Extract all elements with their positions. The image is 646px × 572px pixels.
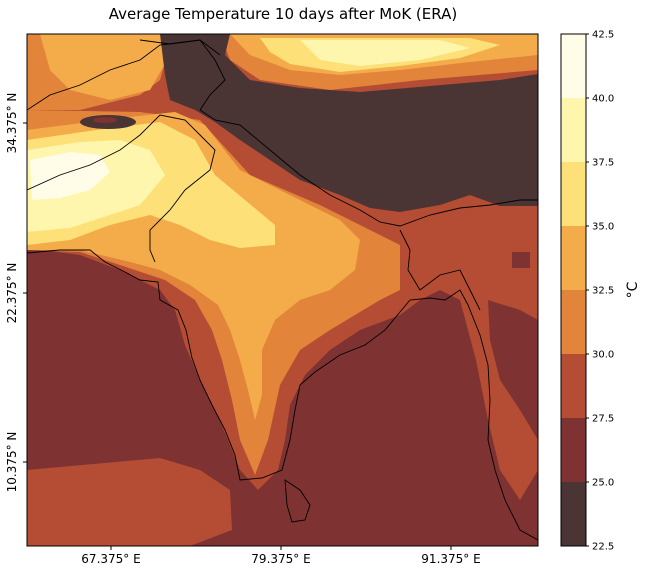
map-frame [26,33,539,547]
borders-coastlines [27,39,538,541]
band-22-5-25 [160,34,538,212]
band-37-5-40-ne [300,40,470,66]
band-25-27-5-east [488,300,538,440]
colorbar: 22.5 25.0 27.5 30.0 32.5 35.0 37.5 40.0 42.5 [560,30,614,553]
coastline-india [27,249,489,481]
small-patch-east [512,252,530,268]
colorbar-tick-label: 30.0 [592,350,614,361]
colorbar-swatch [561,290,586,354]
colorbar-tick-label: 22.5 [592,542,614,553]
colorbar-tick-label: 25.0 [592,478,614,489]
colorbar-tick-label: 42.5 [592,30,614,41]
colorbar-swatch [561,162,586,226]
coastline-srilanka [284,479,311,523]
x-tick-label: 67.375° E [81,552,140,566]
y-axis: 34.375° N 22.375° N 10.375° N [5,93,27,493]
border-himalaya [199,109,538,227]
colorbar-swatch [561,354,586,418]
coastline-southeast [487,364,538,541]
y-tick-label: 10.375° N [5,432,19,493]
border-pakistan [27,114,216,263]
colorbar-tick-label: 32.5 [592,286,614,297]
colorbar-tick-label: 27.5 [592,414,614,425]
x-tick-label: 91.375° E [421,552,480,566]
colorbar-swatch [561,226,586,290]
band-32-5-35-north [40,34,170,100]
colorbar-swatch [561,482,586,546]
colorbar-tick-label: 35.0 [592,222,614,233]
colorbar-swatch [561,418,586,482]
y-tick-label: 34.375° N [5,93,19,154]
colorbar-swatch [561,34,586,98]
chart-title: Average Temperature 10 days after MoK (E… [108,5,458,23]
x-tick-label: 79.375° E [251,552,310,566]
band-27-5-30-south [27,458,232,546]
border-china-north [139,39,226,111]
cold-spot-west-inner [93,117,117,123]
colorbar-tick-label: 40.0 [592,94,614,105]
border-northeast [399,229,481,311]
colorbar-unit-label: °C [625,281,641,298]
colorbar-tick-label: 37.5 [592,158,614,169]
band-40-42-5 [30,152,110,200]
y-tick-label: 22.375° N [5,263,19,324]
colorbar-swatch [561,98,586,162]
cold-spot-small [215,104,223,109]
temperature-field [27,34,538,546]
x-axis: 67.375° E 79.375° E 91.375° E [81,546,481,566]
